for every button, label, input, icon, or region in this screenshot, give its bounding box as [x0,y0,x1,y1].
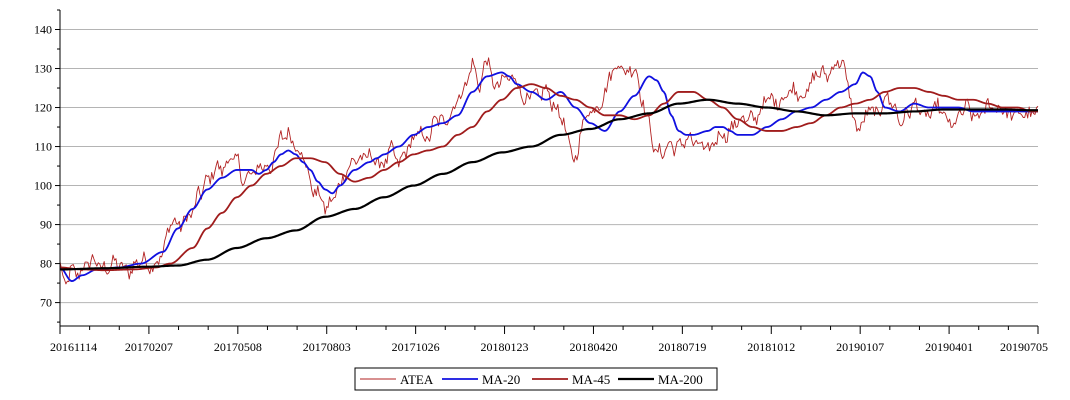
x-tick-label: 20180123 [481,340,529,354]
y-tick-label: 70 [40,296,52,310]
x-tick-label: 20180420 [569,340,617,354]
x-tick-label: 20170207 [125,340,173,354]
series-line-atea [59,57,1039,285]
x-tick-label: 20180719 [658,340,706,354]
x-tick-label: 20190401 [925,340,973,354]
y-tick-label: 110 [34,140,52,154]
legend-label: MA-200 [658,372,703,387]
axes: 70 80 90 100 110 120 130 140 20161114 20170207 201… [34,9,1048,354]
y-tick-label: 120 [34,101,52,115]
x-tick-label: 20171026 [392,340,440,354]
x-tick-label: 20170803 [303,340,351,354]
y-tick-label: 100 [34,179,52,193]
x-tick-label: 20190107 [836,340,884,354]
legend-label: ATEA [400,372,434,387]
legend-label: MA-45 [572,372,610,387]
legend: ATEA MA-20 MA-45 MA-200 [354,367,718,391]
y-tick-label: 140 [34,23,52,37]
series-line-ma-200 [60,98,1038,271]
x-tick-label: 20190705 [1000,340,1048,354]
series-line-ma-45 [59,83,1038,272]
x-tick-label: 20161114 [50,340,97,354]
gridlines [60,29,1038,304]
series-lines [59,57,1039,285]
y-tick-label: 130 [34,62,52,76]
y-tick-label: 90 [40,218,52,232]
x-tick-label: 20181012 [747,340,795,354]
y-tick-label: 80 [40,257,52,271]
series-line-ma-20 [59,71,1038,283]
x-tick-label: 20170508 [214,340,262,354]
legend-label: MA-20 [482,372,520,387]
